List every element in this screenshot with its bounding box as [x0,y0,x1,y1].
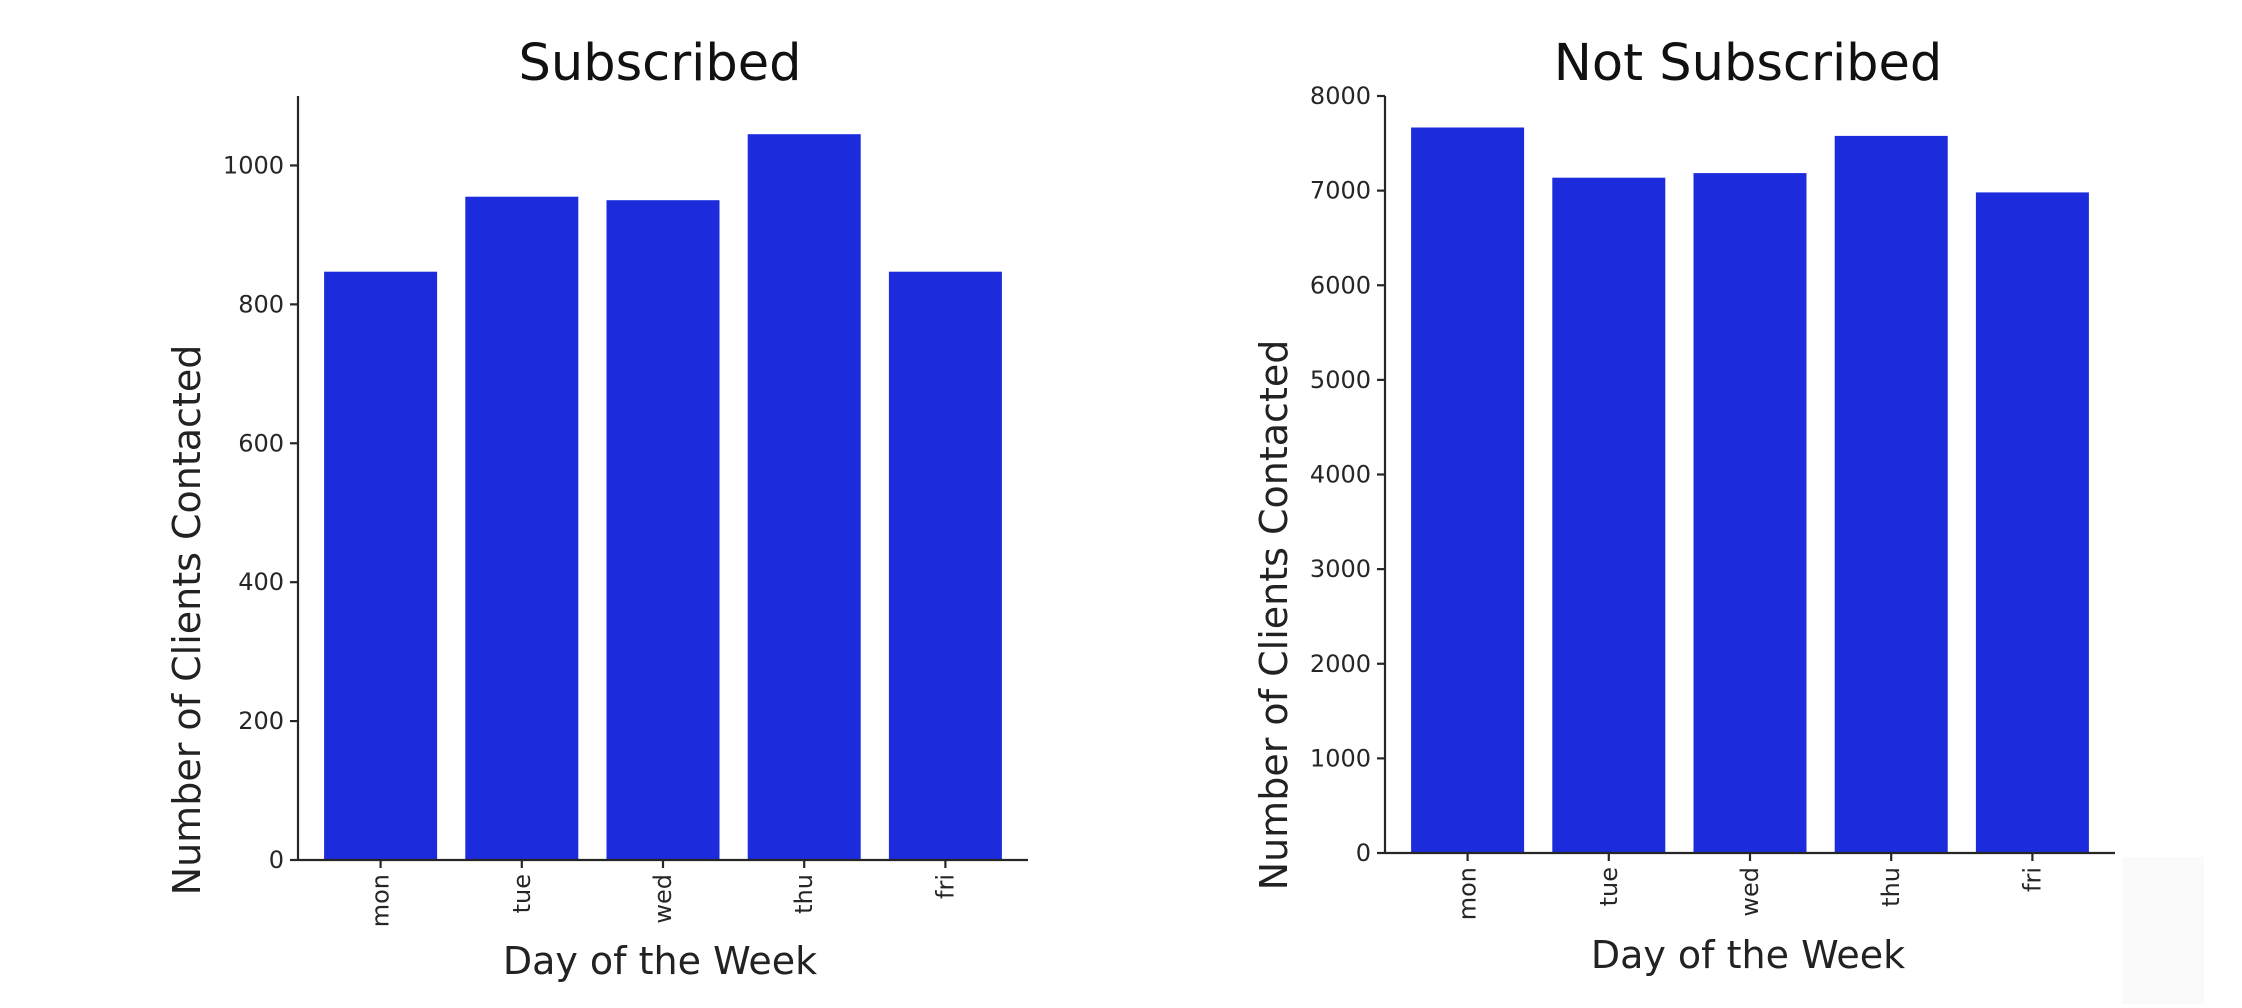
chart-title: Not Subscribed [1554,34,1943,93]
x-tick-label: tue [508,874,536,913]
bar-tue [465,196,579,860]
y-tick-label: 800 [238,290,284,318]
bar-mon [324,271,438,860]
bars [324,134,1002,860]
bar-wed [606,200,720,860]
x-tick-label: wed [649,874,677,924]
y-tick-label: 0 [269,846,284,874]
bars [1411,127,2089,854]
y-tick-label: 200 [238,707,284,735]
y-tick-label: 600 [238,429,284,457]
chart-title: Subscribed [519,34,802,93]
bar-tue [1552,177,1666,853]
x-tick-label: wed [1736,867,1764,917]
x-axis-label: Day of the Week [503,939,817,983]
x-tick-label: fri [2018,867,2046,892]
y-axis-label: Number of Clients Contacted [1252,340,1296,891]
y-tick-label: 400 [238,568,284,596]
chart-not-subscribed: Not Subscribed Number of Clients Contact… [1252,34,2115,977]
y-tick-label: 1000 [223,151,284,179]
x-ticks: mon tue wed thu fri [367,860,959,927]
x-tick-label: fri [931,874,959,899]
y-tick-label: 1000 [1310,744,1371,772]
x-tick-label: tue [1595,867,1623,906]
bar-fri [888,271,1002,860]
y-ticks: 0 1000 2000 3000 4000 5000 6000 7000 8000 [1310,82,1385,867]
x-ticks: mon tue wed thu fri [1454,853,2046,920]
chart-subscribed: Subscribed Number of Clients Contacted D… [165,34,1028,983]
y-tick-label: 7000 [1310,177,1371,205]
y-tick-label: 6000 [1310,271,1371,299]
bar-mon [1411,127,1525,853]
y-axis-label: Number of Clients Contacted [165,345,209,896]
bar-thu [747,134,861,860]
y-tick-label: 3000 [1310,555,1371,583]
y-tick-label: 2000 [1310,650,1371,678]
y-tick-label: 5000 [1310,366,1371,394]
bar-thu [1834,135,1948,853]
y-tick-label: 0 [1356,839,1371,867]
x-tick-label: mon [1454,867,1482,920]
bar-wed [1693,173,1807,854]
overlay-box [2122,857,2204,1005]
y-tick-label: 8000 [1310,82,1371,110]
x-tick-label: thu [790,874,818,914]
bar-fri [1975,192,2089,853]
x-axis-label: Day of the Week [1591,933,1905,977]
x-tick-label: thu [1877,867,1905,907]
x-tick-label: mon [367,874,395,927]
y-tick-label: 4000 [1310,461,1371,489]
y-ticks: 0 200 400 600 800 1000 [223,151,298,874]
